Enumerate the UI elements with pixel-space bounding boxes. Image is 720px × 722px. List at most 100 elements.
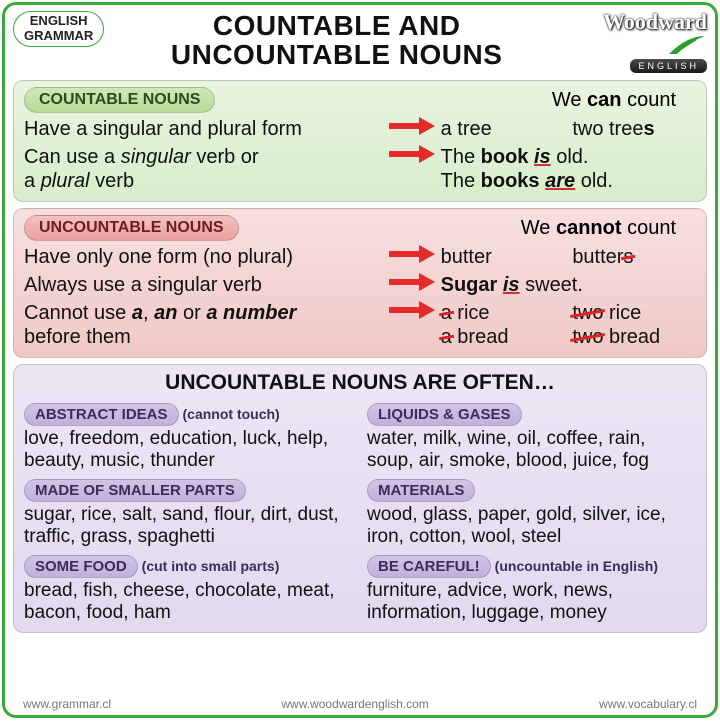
rule-right: a tree two trees — [441, 117, 696, 141]
rule-left: Can use a singular verb or a plural verb — [24, 145, 387, 193]
txt: s — [643, 118, 654, 140]
rule-row: Cannot use a, an or a number before them… — [24, 301, 696, 349]
cat-head: LIQUIDS & GASES — [367, 403, 696, 426]
ex-b: butters — [572, 245, 696, 269]
txt: plural — [41, 170, 90, 192]
uncountable-panel: UNCOUNTABLE NOUNS We cannot count Have o… — [13, 208, 707, 358]
txt: count — [622, 217, 676, 239]
txt: The — [441, 146, 481, 168]
countable-panel: COUNTABLE NOUNS We can count Have a sing… — [13, 80, 707, 202]
txt: rice — [603, 302, 641, 324]
txt: books — [481, 170, 540, 192]
often-title: UNCOUNTABLE NOUNS ARE OFTEN… — [24, 371, 696, 395]
arrow-icon — [389, 301, 439, 319]
rule-left: Cannot use a, an or a number before them — [24, 301, 387, 349]
brand-logo: Woodward ENGLISH — [569, 11, 707, 74]
txt: bread — [603, 326, 660, 348]
arrow-cell — [387, 245, 441, 263]
brand-name: Woodward — [603, 9, 707, 34]
cat-head: BE CAREFUL!(uncountable in English) — [367, 555, 696, 578]
txt: sweet. — [520, 274, 583, 296]
txt: singular — [121, 146, 191, 168]
cat-body: water, milk, wine, oil, coffee, rain, so… — [367, 428, 696, 473]
strike: s — [623, 245, 633, 269]
countable-note: We can count — [552, 89, 696, 112]
txt: rice — [452, 302, 490, 324]
rule-right: a rice a bread two rice two bread — [441, 301, 696, 349]
txt: cannot — [556, 217, 622, 239]
arrow-cell — [387, 117, 441, 135]
arrow-cell — [387, 273, 441, 291]
title-line1: COUNTABLE AND — [110, 11, 563, 40]
txt: or — [177, 302, 206, 324]
txt: a — [24, 170, 41, 192]
pill: BE CAREFUL! — [367, 555, 491, 578]
txt: bread — [452, 326, 509, 348]
title-line2: UNCOUNTABLE NOUNS — [110, 40, 563, 69]
header-row: ENGLISH GRAMMAR COUNTABLE AND UNCOUNTABL… — [13, 11, 707, 74]
uncountable-note: We cannot count — [521, 217, 696, 240]
arrow-icon — [389, 117, 439, 135]
subject-badge: ENGLISH GRAMMAR — [13, 11, 104, 47]
strike: a — [441, 325, 452, 349]
left-column: ABSTRACT IDEAS(cannot touch) love, freed… — [24, 397, 353, 624]
ex-a: a tree — [441, 117, 565, 141]
txt: a — [132, 302, 143, 324]
arrow-icon — [389, 245, 439, 263]
cat-body: wood, glass, paper, gold, silver, ice, i… — [367, 504, 696, 549]
txt: a number — [206, 302, 296, 324]
footer-a: www.grammar.cl — [23, 697, 111, 711]
ex-a: butter — [441, 245, 565, 269]
strike: two — [572, 325, 603, 349]
ex-b: two trees — [572, 117, 696, 141]
txt: Can use a — [24, 146, 121, 168]
pill: MATERIALS — [367, 479, 475, 502]
txt: two tree — [572, 118, 643, 140]
txt: book — [481, 146, 529, 168]
uncountable-header-row: UNCOUNTABLE NOUNS We cannot count — [24, 215, 696, 241]
pill: SOME FOOD — [24, 555, 138, 578]
badge-line1: ENGLISH — [24, 14, 93, 29]
pill: MADE OF SMALLER PARTS — [24, 479, 246, 502]
strike: two — [572, 301, 603, 325]
cat-head: ABSTRACT IDEAS(cannot touch) — [24, 403, 353, 426]
footer-links: www.grammar.cl www.woodwardenglish.com w… — [13, 693, 707, 711]
col-b: two rice two bread — [572, 301, 696, 349]
txt: , — [143, 302, 154, 324]
cat-body: bread, fish, cheese, chocolate, meat, ba… — [24, 580, 353, 625]
right-column: LIQUIDS & GASES water, milk, wine, oil, … — [367, 397, 696, 624]
rule-right: Sugar is sweet. — [441, 273, 696, 297]
arrow-icon — [389, 145, 439, 163]
txt: is — [534, 146, 551, 168]
page-title: COUNTABLE AND UNCOUNTABLE NOUNS — [110, 11, 563, 70]
badge-line2: GRAMMAR — [24, 29, 93, 44]
cat-body: love, freedom, education, luck, help, be… — [24, 428, 353, 473]
txt: old. — [575, 170, 613, 192]
txt: old. — [551, 146, 589, 168]
uncountable-pill: UNCOUNTABLE NOUNS — [24, 215, 239, 241]
txt: is — [503, 274, 520, 296]
rule-left: Have only one form (no plural) — [24, 245, 387, 269]
txt: We — [521, 217, 556, 239]
rule-left: Always use a singular verb — [24, 273, 387, 297]
arrow-cell — [387, 145, 441, 163]
rule-row: Always use a singular verb Sugar is swee… — [24, 273, 696, 297]
often-panel: UNCOUNTABLE NOUNS ARE OFTEN… ABSTRACT ID… — [13, 364, 707, 633]
txt: can — [587, 89, 621, 111]
pill: ABSTRACT IDEAS — [24, 403, 179, 426]
txt: butter — [572, 246, 623, 268]
brand-sub: ENGLISH — [630, 59, 707, 73]
txt: verb — [90, 170, 134, 192]
note: (cannot touch) — [183, 406, 280, 422]
txt: Sugar — [441, 274, 498, 296]
strike: a — [441, 301, 452, 325]
col-a: a rice a bread — [441, 301, 565, 349]
txt: an — [154, 302, 177, 324]
cat-body: furniture, advice, work, news, informati… — [367, 580, 696, 625]
rule-right: The book is old. The books are old. — [441, 145, 696, 193]
cat-head: MATERIALS — [367, 479, 696, 502]
rule-left: Have a singular and plural form — [24, 117, 387, 141]
txt: Cannot use — [24, 302, 132, 324]
countable-header-row: COUNTABLE NOUNS We can count — [24, 87, 696, 113]
txt: before them — [24, 326, 131, 348]
